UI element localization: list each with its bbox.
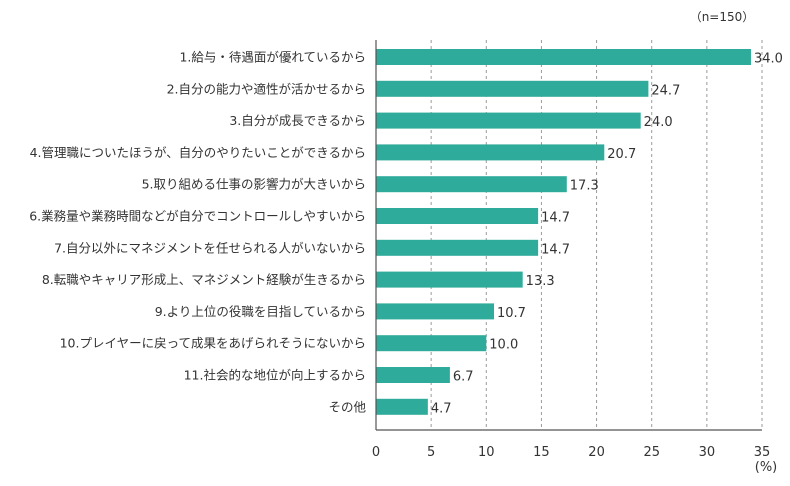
category-label: 7.自分以外にマネジメントを任せられる人がいないから [54,240,366,255]
category-label: 2.自分の能力や適性が活かせるから [167,81,366,96]
value-label: 24.0 [644,115,673,130]
x-unit-label: (%) [755,460,778,475]
bar [376,335,487,352]
bar [376,80,649,97]
category-label: 8.転職やキャリア形成上、マネジメント経験が生きるから [42,272,366,287]
gridlines [430,40,763,430]
value-label: 14.7 [541,242,570,257]
bar [376,398,428,415]
bar [376,239,539,256]
bar [376,208,539,224]
x-tick-label: 10 [478,445,495,460]
x-tick-label: 35 [754,445,771,460]
value-labels: 34.0 24.7 24.0 20.7 17.3 14.7 14.7 13.3 10.7 10.0… [431,52,783,417]
x-tick-label: 20 [588,445,605,460]
bar [376,112,641,129]
value-label: 20.7 [607,147,636,162]
x-tick-label: 0 [372,445,380,460]
x-tick-label: 25 [643,445,660,460]
value-label: 17.3 [570,179,599,194]
value-label: 34.0 [754,52,783,67]
category-label: 5.取り組める仕事の影響力が大きいから [142,177,366,192]
bar [376,144,605,161]
category-labels: 1.給与・待遇面が優れているから 2.自分の能力や適性が活かせるから 3.自分が成長… [29,50,366,415]
value-label: 6.7 [453,370,474,385]
value-label: 10.0 [489,338,518,353]
category-label: 4.管理職についたほうが、自分のやりたいことができるから [30,145,366,160]
category-label: 3.自分が成長できるから [229,113,366,128]
value-label: 13.3 [526,274,555,289]
bars [376,49,751,415]
category-label: 1.給与・待遇面が優れているから [179,50,366,65]
bar [376,367,450,383]
bar [376,271,523,288]
bar [376,176,567,193]
sample-size-note: （n=150） [690,10,755,24]
bar [376,303,495,320]
value-label: 14.7 [541,211,570,226]
value-label: 24.7 [651,83,680,98]
x-tick-label: 15 [533,445,550,460]
value-label: 10.7 [497,306,526,321]
category-label: その他 [328,399,366,414]
category-label: 6.業務量や業務時間などが自分でコントロールしやすいから [29,209,366,224]
category-label: 10.プレイヤーに戻って成果をあげられそうにないから [60,336,366,351]
x-tick-labels: 0 5 10 15 20 25 30 35 [372,445,770,460]
axes [375,40,762,431]
value-label: 4.7 [431,401,452,416]
x-tick-label: 5 [427,445,435,460]
category-label: 9.より上位の役職を目指しているから [155,304,366,319]
x-tick-label: 30 [699,445,716,460]
category-label: 11.社会的な地位が向上するから [184,368,366,383]
bar [376,49,751,65]
